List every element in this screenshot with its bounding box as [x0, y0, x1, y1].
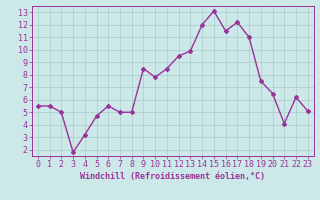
X-axis label: Windchill (Refroidissement éolien,°C): Windchill (Refroidissement éolien,°C) [80, 172, 265, 181]
